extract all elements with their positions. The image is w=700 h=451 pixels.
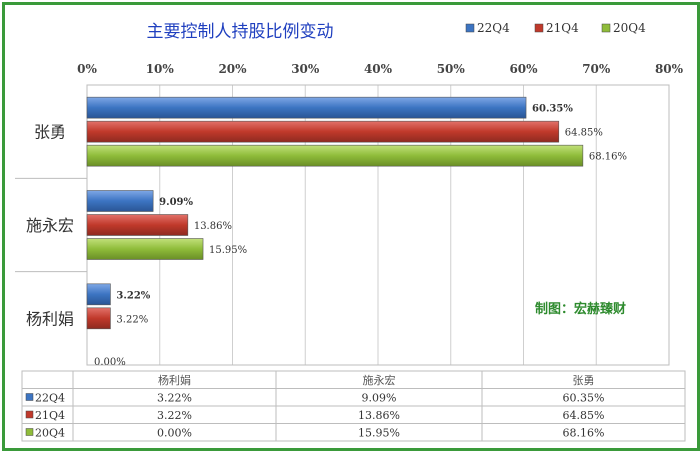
data-label: 3.22% bbox=[116, 314, 148, 325]
x-tick-label: 30% bbox=[291, 62, 320, 76]
table-header: 张勇 bbox=[573, 374, 595, 387]
bar-22q4 bbox=[86, 190, 154, 212]
table-legend-swatch bbox=[25, 410, 34, 419]
table-row-label: 22Q4 bbox=[35, 392, 65, 405]
data-label: 15.95% bbox=[209, 245, 247, 256]
y-category-label: 杨利娟 bbox=[26, 309, 74, 328]
chart-title: 主要控制人持股比例变动 bbox=[147, 22, 334, 42]
table-header: 施永宏 bbox=[363, 373, 396, 387]
data-label: 0.00% bbox=[94, 357, 126, 368]
table-cell: 0.00% bbox=[157, 427, 192, 440]
chart-annotation: 制图：宏赫臻财 bbox=[535, 301, 626, 317]
x-tick-label: 70% bbox=[582, 62, 611, 76]
y-category-label: 施永宏 bbox=[26, 216, 74, 235]
x-tick-label: 40% bbox=[364, 62, 393, 76]
x-tick-label: 20% bbox=[218, 62, 247, 76]
bar-22q4 bbox=[86, 96, 527, 119]
data-label: 68.16% bbox=[589, 152, 627, 163]
table-cell: 13.86% bbox=[358, 409, 400, 422]
legend-swatch bbox=[465, 23, 475, 33]
bar-21q4 bbox=[86, 120, 560, 143]
legend-label: 22Q4 bbox=[477, 21, 510, 35]
data-label: 60.35% bbox=[532, 104, 573, 115]
y-category-label: 张勇 bbox=[34, 123, 66, 142]
data-label: 3.22% bbox=[116, 290, 150, 301]
legend: 22Q4 21Q4 20Q4 bbox=[465, 21, 646, 35]
x-tick-label: 10% bbox=[146, 62, 175, 76]
bars: 60.35% 64.85% 68.16% 9.09% 13.86% 15.95% 3.22%… bbox=[86, 96, 627, 368]
table-cell: 15.95% bbox=[358, 427, 400, 440]
table-cell: 9.09% bbox=[362, 392, 397, 405]
table-cell: 64.85% bbox=[563, 409, 605, 422]
legend-swatch bbox=[534, 23, 544, 33]
legend-swatch bbox=[601, 23, 611, 33]
table-legend-swatch bbox=[25, 393, 34, 401]
bar-21q4 bbox=[86, 307, 111, 330]
x-tick-label: 80% bbox=[655, 62, 684, 76]
data-label: 64.85% bbox=[565, 128, 603, 139]
bar-21q4 bbox=[86, 214, 189, 236]
data-label: 13.86% bbox=[194, 221, 232, 232]
x-axis-ticks: 0% 10% 20% 30% 40% 50% 60% 70% 80% bbox=[77, 62, 684, 76]
table-cell: 68.16% bbox=[563, 427, 605, 440]
bar-20q4 bbox=[86, 238, 204, 260]
table-row-label: 20Q4 bbox=[35, 427, 65, 440]
table-header: 杨利娟 bbox=[158, 373, 191, 387]
bar-22q4 bbox=[86, 283, 111, 306]
bar-20q4 bbox=[86, 144, 584, 167]
table-cell: 3.22% bbox=[157, 392, 192, 405]
legend-label: 21Q4 bbox=[546, 21, 579, 35]
table-cell: 60.35% bbox=[563, 392, 605, 405]
table-cell: 3.22% bbox=[157, 409, 192, 422]
data-label: 9.09% bbox=[159, 197, 193, 208]
data-table: 杨利娟 施永宏 张勇 22Q4 3.22% 9.09% 60.35% 21Q4 3.22% 13.… bbox=[21, 370, 686, 442]
x-tick-label: 60% bbox=[509, 62, 538, 76]
x-tick-label: 0% bbox=[77, 62, 97, 76]
legend-label: 20Q4 bbox=[613, 21, 646, 35]
x-tick-label: 50% bbox=[437, 62, 466, 76]
table-row-label: 21Q4 bbox=[35, 409, 65, 422]
table-legend-swatch bbox=[25, 428, 34, 436]
